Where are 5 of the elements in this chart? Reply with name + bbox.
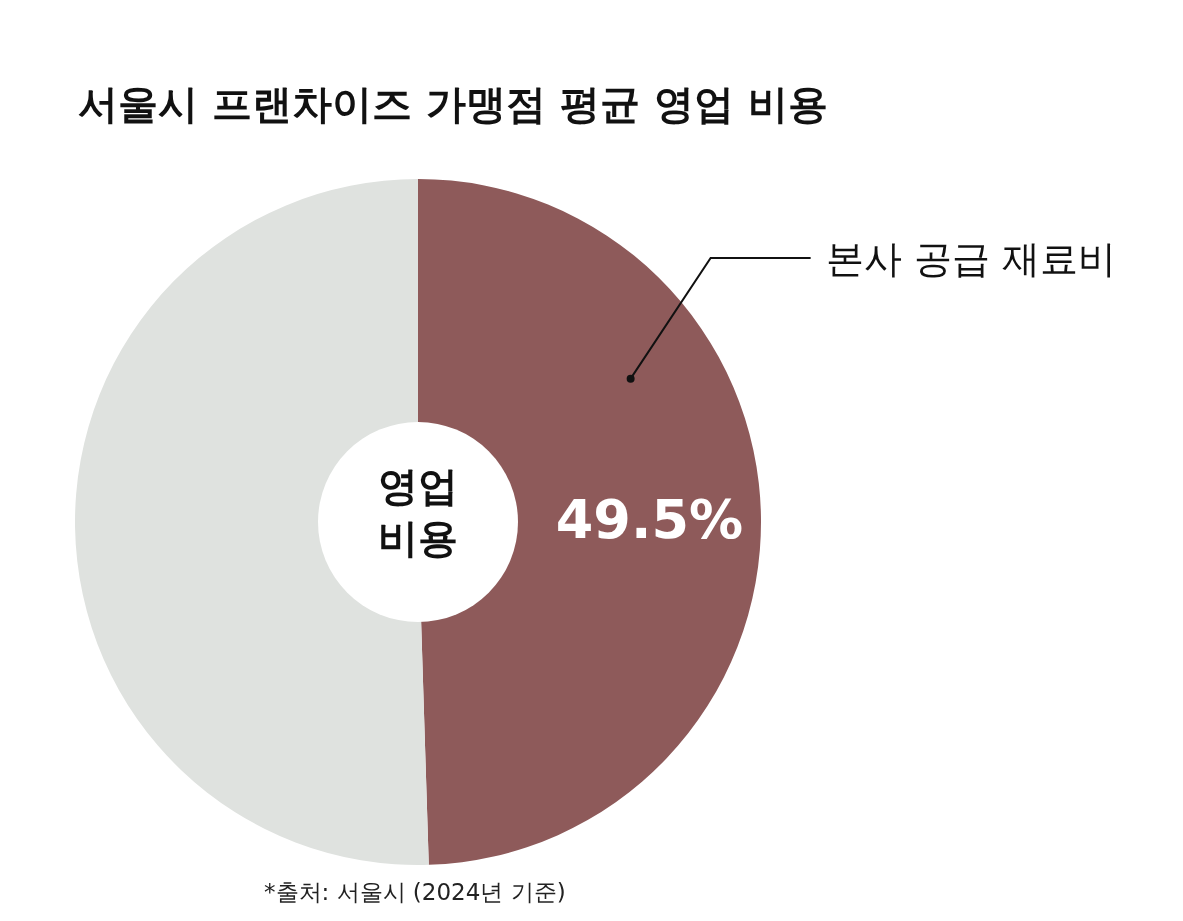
text: *출처: 서울시 (2024년 기준) xyxy=(264,879,566,905)
chart-title: 서울시 프랜차이즈 가맹점 평균 영업 비용 xyxy=(78,81,828,127)
data-label: 49.5% xyxy=(555,488,744,552)
text: 영업 비용 xyxy=(378,463,458,561)
slice-label: 본사 공급 재료비 xyxy=(825,237,1116,281)
